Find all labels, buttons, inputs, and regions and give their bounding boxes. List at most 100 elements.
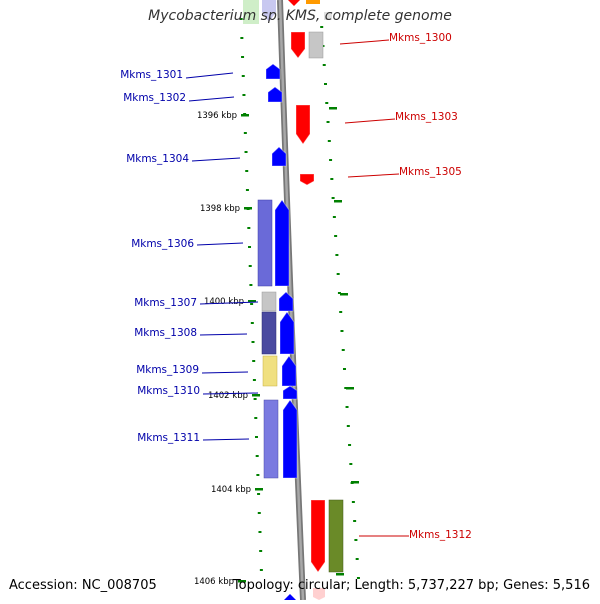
major-tick-mark [248, 300, 256, 303]
major-tick-mark [255, 488, 263, 491]
partial-gene-arrow [313, 588, 325, 600]
major-tick-mark [252, 394, 260, 397]
tick-mark [259, 550, 263, 552]
gene-label: Mkms_1312 [409, 529, 472, 541]
gene-arrow-sheen [265, 63, 281, 80]
kbp-label: 1398 kbp [200, 204, 240, 214]
tick-mark [254, 436, 258, 438]
tick-mark [340, 330, 344, 332]
gene-leader-line [185, 72, 234, 79]
gene-feature-block [262, 355, 278, 387]
tick-mark [336, 273, 340, 275]
gene-arrow-sheen [279, 311, 295, 355]
gene-leader-line [188, 96, 235, 102]
gene-arrow-sheen [271, 146, 287, 167]
gene-label: Mkms_1308 [134, 327, 197, 339]
tick-mark [255, 455, 259, 457]
tick-mark [248, 265, 252, 267]
tick-mark [343, 368, 346, 370]
gene-arrow-sheen [310, 499, 326, 573]
tick-mark [254, 417, 258, 419]
gene-leader-line [201, 371, 249, 374]
genome-title: Mycobacterium sp. KMS, complete genome [148, 8, 452, 24]
gene-arrow-sheen [278, 291, 294, 312]
partial-gene-arrow [284, 594, 296, 600]
tick-mark [339, 311, 343, 313]
tick-mark [250, 303, 254, 305]
tick-mark [331, 197, 335, 199]
gene-arrow [300, 174, 314, 185]
tick-mark [345, 406, 349, 408]
tick-mark [332, 216, 336, 218]
partial-gene-block [324, 12, 332, 20]
gene-label: Mkms_1311 [137, 432, 200, 444]
tick-mark [241, 75, 245, 77]
gene-leader-line [199, 333, 248, 336]
tick-mark [346, 425, 350, 427]
tick-mark [252, 360, 256, 362]
tick-mark [329, 159, 333, 161]
partial-gene-arrow [262, 0, 276, 22]
tick-mark [250, 322, 254, 324]
kbp-label: 1406 kbp [194, 577, 234, 587]
gene-label: Mkms_1304 [126, 153, 189, 165]
tick-mark [330, 178, 334, 180]
gene-label: Mkms_1306 [131, 238, 194, 250]
gene-arrow [272, 147, 286, 166]
gene-label: Mkms_1301 [120, 69, 183, 81]
gene-feature-block [261, 291, 277, 312]
major-tick-mark [336, 573, 344, 576]
gene-leader-line [199, 301, 259, 305]
gene-label: Mkms_1310 [137, 385, 200, 397]
tick-mark [351, 501, 355, 503]
tick-mark [355, 558, 359, 560]
gene-arrow-sheen [290, 31, 306, 59]
gene-label: Mkms_1300 [389, 32, 452, 44]
tick-mark [244, 151, 248, 153]
gene-label: Mkms_1307 [134, 297, 197, 309]
tick-mark [248, 246, 252, 248]
tick-mark [341, 349, 345, 351]
gene-label: Mkms_1302 [123, 92, 186, 104]
tick-mark [348, 444, 352, 446]
tick-mark [252, 379, 256, 381]
gene-leader-line [344, 118, 396, 124]
gene-arrow-sheen [267, 86, 283, 103]
gene-label: Mkms_1303 [395, 111, 458, 123]
gene-feature-block [308, 31, 324, 59]
gene-feature-block [328, 499, 344, 573]
tick-mark [353, 520, 357, 522]
tick-mark [356, 577, 360, 579]
major-tick-mark [241, 114, 249, 117]
topology-text: Topology: circular; Length: 5,737,227 bp… [232, 578, 590, 593]
partial-gene-block [306, 0, 320, 4]
tick-mark [245, 189, 249, 191]
gene-leader-line [339, 39, 390, 45]
footer-bar: Accession: NC_008705 Topology: circular;… [0, 574, 600, 600]
gene-arrow [283, 400, 297, 478]
tick-mark [320, 26, 324, 28]
tick-mark [326, 121, 330, 123]
gene-arrow [282, 356, 296, 386]
gene-feature-block [263, 399, 279, 479]
tick-mark [241, 56, 245, 58]
major-tick-mark [346, 387, 354, 390]
major-tick-mark [238, 580, 246, 583]
gene-arrow-sheen [299, 173, 315, 186]
gene-arrow [275, 200, 289, 286]
kbp-label: 1400 kbp [204, 297, 244, 307]
gene-arrow [268, 87, 282, 102]
gene-arrow [291, 32, 305, 58]
major-tick-mark [351, 481, 359, 484]
tick-mark [239, 18, 243, 20]
tick-mark [258, 531, 262, 533]
tick-mark [337, 292, 341, 294]
major-tick-mark [340, 293, 348, 296]
gene-arrow [280, 312, 294, 354]
gene-arrow-sheen [281, 355, 297, 387]
gene-leader-line [202, 392, 259, 395]
kbp-label: 1404 kbp [211, 485, 251, 495]
kbp-label: 1402 kbp [208, 391, 248, 401]
